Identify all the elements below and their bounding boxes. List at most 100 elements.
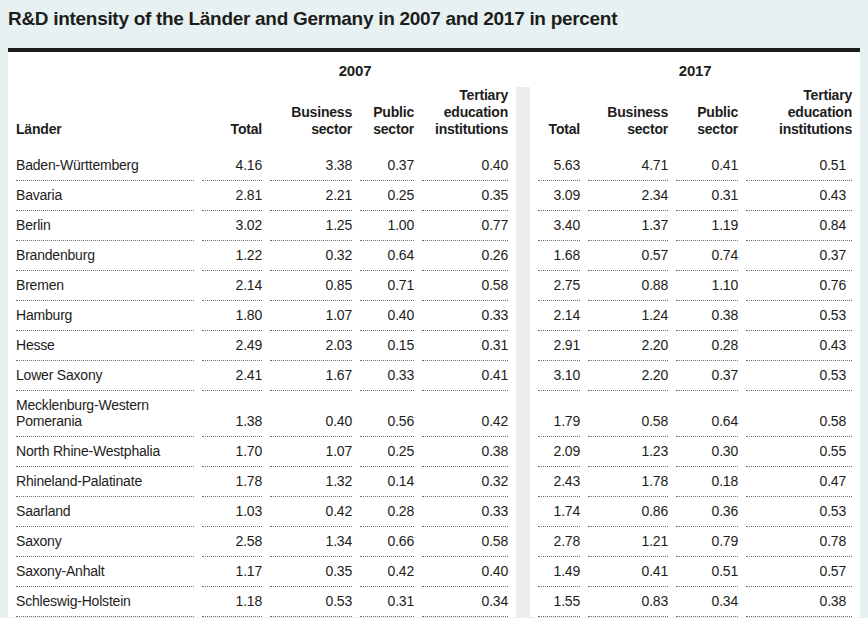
table-row: Hesse 2.49 2.03 0.15 0.31 2.91 2.20 0.28… (16, 331, 852, 361)
value-public-sector-2007: 0.33 (360, 361, 414, 391)
table-row: Schleswig-Holstein 1.18 0.53 0.31 0.34 1… (16, 587, 852, 617)
value-total-2007: 1.70 (202, 437, 262, 467)
page-title: R&D intensity of the Länder and Germany … (8, 8, 860, 30)
value-tertiary-education-2017: 0.55 (746, 437, 852, 467)
value-public-sector-2007: 0.71 (360, 271, 414, 301)
value-total-2017: 5.63 (538, 151, 580, 181)
year-row-spacer (16, 58, 194, 87)
year-divider-bar (516, 467, 530, 497)
table-row: Bremen 2.14 0.85 0.71 0.58 2.75 0.88 1.1… (16, 271, 852, 301)
table-row: Saxony-Anhalt 1.17 0.35 0.42 0.40 1.49 0… (16, 557, 852, 587)
value-business-sector-2007: 1.07 (270, 437, 352, 467)
land-name: Hamburg (16, 301, 194, 331)
value-business-sector-2017: 1.24 (588, 301, 668, 331)
value-business-sector-2017: 2.34 (588, 181, 668, 211)
year-divider-bar (516, 241, 530, 271)
column-header-public-sector-2007: Public sector (360, 87, 414, 151)
value-tertiary-education-2017: 0.53 (746, 301, 852, 331)
value-public-sector-2007: 0.42 (360, 557, 414, 587)
year-divider-bar (516, 437, 530, 467)
value-public-sector-2007: 1.00 (360, 211, 414, 241)
table-header: 2007 2017 Länder Total Business sector P… (16, 58, 852, 151)
land-name: Schleswig-Holstein (16, 587, 194, 617)
value-public-sector-2017: 0.79 (676, 527, 738, 557)
value-total-2007: 2.14 (202, 271, 262, 301)
column-header-tertiary-education-2007: Tertiary education institutions (422, 87, 508, 151)
value-tertiary-education-2007: 0.26 (422, 241, 508, 271)
value-total-2017: 1.68 (538, 241, 580, 271)
value-tertiary-education-2007: 0.58 (422, 527, 508, 557)
value-total-2007: 1.22 (202, 241, 262, 271)
year-divider-bar (516, 557, 530, 587)
value-tertiary-education-2007: 0.38 (422, 437, 508, 467)
value-public-sector-2007: 0.28 (360, 497, 414, 527)
value-business-sector-2007: 1.34 (270, 527, 352, 557)
value-total-2017: 1.55 (538, 587, 580, 617)
value-total-2007: 2.58 (202, 527, 262, 557)
year-divider-bar (516, 87, 530, 151)
value-total-2007: 1.38 (202, 391, 262, 437)
value-total-2017: 3.40 (538, 211, 580, 241)
land-name: Baden-Württemberg (16, 151, 194, 181)
value-tertiary-education-2007: 0.42 (422, 391, 508, 437)
table-row: Lower Saxony 2.41 1.67 0.33 0.41 3.10 2.… (16, 361, 852, 391)
value-business-sector-2017: 0.41 (588, 557, 668, 587)
table-row: Brandenburg 1.22 0.32 0.64 0.26 1.68 0.5… (16, 241, 852, 271)
value-total-2007: 1.78 (202, 467, 262, 497)
year-divider-bar (516, 331, 530, 361)
land-name: Bremen (16, 271, 194, 301)
table-card: 2007 2017 Länder Total Business sector P… (8, 48, 860, 617)
value-public-sector-2007: 0.66 (360, 527, 414, 557)
column-header-total-2017: Total (538, 87, 580, 151)
land-name: Bavaria (16, 181, 194, 211)
land-name: Berlin (16, 211, 194, 241)
value-public-sector-2007: 0.31 (360, 587, 414, 617)
year-header-2017: 2017 (538, 58, 852, 87)
column-header-row: Länder Total Business sector Public sect… (16, 87, 852, 151)
value-tertiary-education-2017: 0.58 (746, 391, 852, 437)
value-business-sector-2017: 0.86 (588, 497, 668, 527)
table-row: Bavaria 2.81 2.21 0.25 0.35 3.09 2.34 0.… (16, 181, 852, 211)
value-business-sector-2017: 1.78 (588, 467, 668, 497)
value-business-sector-2017: 2.20 (588, 361, 668, 391)
table-row: Hamburg 1.80 1.07 0.40 0.33 2.14 1.24 0.… (16, 301, 852, 331)
value-tertiary-education-2017: 0.76 (746, 271, 852, 301)
value-business-sector-2007: 0.40 (270, 391, 352, 437)
value-business-sector-2017: 1.37 (588, 211, 668, 241)
value-total-2017: 1.49 (538, 557, 580, 587)
value-tertiary-education-2017: 0.43 (746, 331, 852, 361)
value-tertiary-education-2007: 0.41 (422, 361, 508, 391)
value-total-2017: 3.10 (538, 361, 580, 391)
year-row-divider-spacer (516, 58, 530, 87)
value-public-sector-2007: 0.64 (360, 241, 414, 271)
table-row: Rhineland-Palatinate 1.78 1.32 0.14 0.32… (16, 467, 852, 497)
value-public-sector-2017: 0.41 (676, 151, 738, 181)
value-public-sector-2007: 0.15 (360, 331, 414, 361)
value-total-2007: 2.49 (202, 331, 262, 361)
value-public-sector-2017: 0.28 (676, 331, 738, 361)
value-business-sector-2007: 2.03 (270, 331, 352, 361)
column-header-total-2007: Total (202, 87, 262, 151)
value-total-2017: 2.75 (538, 271, 580, 301)
column-header-tertiary-education-2017: Tertiary education institutions (746, 87, 852, 151)
value-total-2017: 2.09 (538, 437, 580, 467)
rd-intensity-table: 2007 2017 Länder Total Business sector P… (8, 58, 860, 617)
value-tertiary-education-2017: 0.53 (746, 497, 852, 527)
year-divider-bar (516, 181, 530, 211)
value-total-2017: 1.79 (538, 391, 580, 437)
value-tertiary-education-2007: 0.34 (422, 587, 508, 617)
value-total-2017: 2.14 (538, 301, 580, 331)
value-tertiary-education-2007: 0.40 (422, 151, 508, 181)
value-total-2007: 1.17 (202, 557, 262, 587)
land-name: Mecklenburg-Western Pomerania (16, 391, 194, 437)
value-total-2017: 3.09 (538, 181, 580, 211)
year-divider-bar (516, 211, 530, 241)
value-tertiary-education-2017: 0.43 (746, 181, 852, 211)
value-business-sector-2007: 0.35 (270, 557, 352, 587)
value-business-sector-2017: 4.71 (588, 151, 668, 181)
value-tertiary-education-2017: 0.37 (746, 241, 852, 271)
value-public-sector-2017: 0.18 (676, 467, 738, 497)
value-business-sector-2017: 0.88 (588, 271, 668, 301)
value-public-sector-2017: 1.10 (676, 271, 738, 301)
value-business-sector-2017: 0.58 (588, 391, 668, 437)
